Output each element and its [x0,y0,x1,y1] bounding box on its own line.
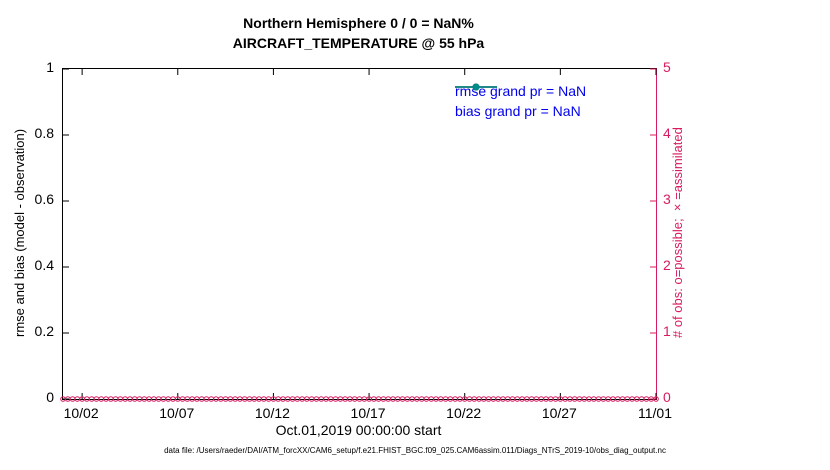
left-y-tick-label: 1 [46,59,54,75]
x-tick-label: 11/01 [638,405,672,421]
x-tick-label: 10/22 [446,405,482,421]
right-y-tick-label: 3 [663,191,671,207]
legend-item-bias: bias grand pr = NaN [455,83,586,121]
left-y-tick-label: 0 [46,389,54,405]
left-axis-label: rmse and bias (model - observation) [12,128,27,338]
chart-subtitle: AIRCRAFT_TEMPERATURE @ 55 hPa [232,35,485,51]
x-axis-label: Oct.01,2019 00:00:00 start [275,422,442,438]
legend-label-bias: bias grand pr = NaN [455,103,581,119]
data-file-caption: data file: /Users/raeder/DAI/ATM_forcXX/… [164,446,666,455]
x-tick-label: 10/12 [254,405,290,421]
left-y-tick-label: 0.8 [34,125,54,141]
left-y-tick-label: 0.6 [34,191,54,207]
bias-line-marker-icon [455,83,497,91]
plot-area: rmse grand pr = NaN bias grand pr = NaN [60,68,659,402]
right-y-tick-label: 4 [663,125,671,141]
plot-canvas [60,68,659,402]
left-y-tick-label: 0.4 [34,257,54,273]
left-y-tick-label: 0.2 [34,323,54,339]
right-y-tick-label: 0 [663,389,671,405]
x-tick-label: 10/02 [63,405,99,421]
right-y-tick-label: 5 [663,59,671,75]
legend: rmse grand pr = NaN bias grand pr = NaN [455,81,586,121]
x-tick-label: 10/17 [350,405,386,421]
x-tick-label: 10/07 [159,405,195,421]
right-y-tick-label: 1 [663,323,671,339]
x-tick-label: 10/27 [541,405,577,421]
chart-header: Northern Hemisphere 0 / 0 = NaN% AIRCRAF… [62,13,655,53]
chart-title: Northern Hemisphere 0 / 0 = NaN% [243,15,474,31]
right-y-tick-label: 2 [663,257,671,273]
right-axis-label: # of obs: o=possible; ×=assimilated [670,127,685,339]
